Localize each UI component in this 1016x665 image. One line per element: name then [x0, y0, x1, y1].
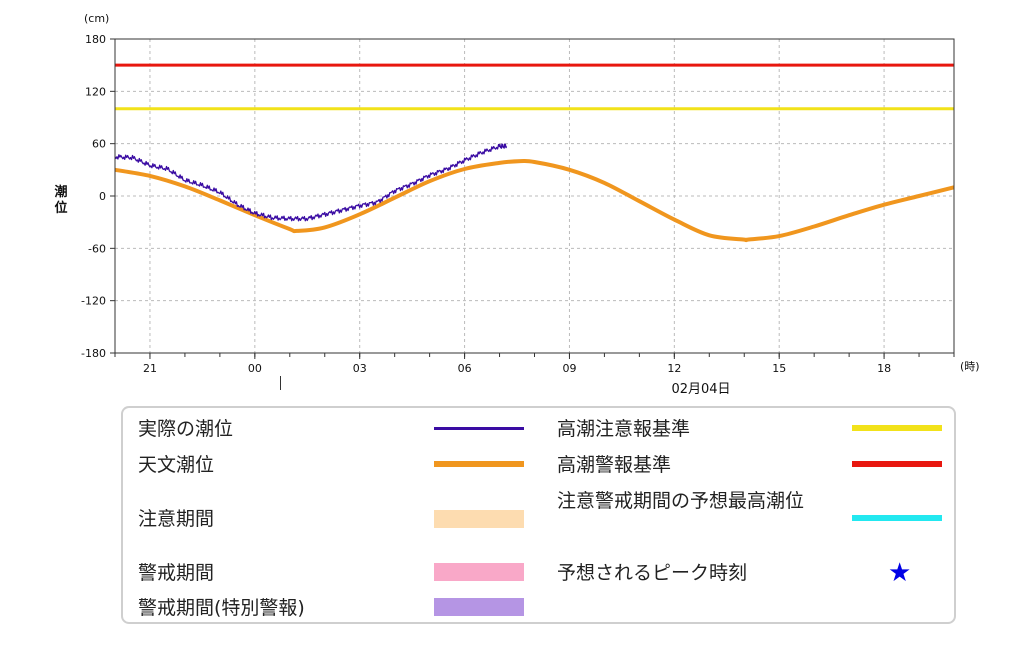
- x-tick-label: 03: [353, 362, 367, 375]
- y-tick-label: 60: [92, 138, 106, 151]
- legend-label-warning-period: 警戒期間: [138, 562, 215, 584]
- legend-swatch-storm-surge-warning: [852, 461, 942, 467]
- x-tick-label: 00: [248, 362, 262, 375]
- x-tick-label: 15: [772, 362, 786, 375]
- tide-chart: 180 120 60 0 -60 -120 -180 21 00 03 06 09 12 15 18 (c…: [54, 12, 980, 397]
- plot-frame: [114, 38, 955, 354]
- legend-label-peak-time: 予想されるピーク時刻: [557, 562, 748, 584]
- x-tick-label: 21: [143, 362, 157, 375]
- legend-label-storm-surge-advisory: 高潮注意報基準: [557, 418, 691, 440]
- y-tick-label: 180: [85, 33, 106, 46]
- y-tick-label: -180: [81, 347, 106, 360]
- astronomical-tide-line: [114, 158, 955, 243]
- legend-label-actual-tide: 実際の潮位: [138, 418, 234, 440]
- data-series: [114, 143, 955, 243]
- y-tick-label: 0: [99, 190, 106, 203]
- legend-swatch-actual-tide: [434, 427, 524, 430]
- gridlines: [115, 39, 954, 353]
- legend-swatch-astronomical-tide: [434, 461, 524, 467]
- y-tick-label: 120: [85, 85, 106, 98]
- legend-swatch-caution-period: [434, 510, 524, 528]
- legend-label-caution-period: 注意期間: [138, 508, 215, 530]
- legend-label-special-warning-period: 警戒期間(特別警報): [138, 597, 305, 619]
- x-tick-label: 09: [562, 362, 576, 375]
- y-unit-label: (cm): [84, 12, 109, 25]
- y-axis-ticks: 180 120 60 0 -60 -120 -180: [81, 33, 115, 360]
- x-tick-label: 06: [458, 362, 472, 375]
- legend-label-storm-surge-warning: 高潮警報基準: [557, 454, 672, 476]
- legend-label-astronomical-tide: 天文潮位: [138, 454, 215, 476]
- legend-swatch-special-warning-period: [434, 598, 524, 616]
- legend: 実際の潮位 天文潮位 注意期間 警戒期間 警戒期間(特別警報) 高潮注意報基準 …: [121, 406, 956, 624]
- date-label: 02月04日: [671, 382, 730, 397]
- y-axis-label: 潮位: [54, 184, 67, 216]
- y-tick-label: -60: [88, 242, 106, 255]
- y-tick-label: -120: [81, 295, 106, 308]
- x-unit-label: (時): [960, 360, 980, 373]
- legend-swatch-forecast-max-tide: [852, 515, 942, 521]
- legend-swatch-storm-surge-advisory: [852, 425, 942, 431]
- legend-label-forecast-max-tide: 注意警戒期間の予想最高潮位: [557, 490, 805, 512]
- x-axis-ticks: 21 00 03 06 09 12 15 18: [114, 353, 955, 375]
- actual-tide-line: [114, 143, 508, 222]
- star-icon: ★: [888, 558, 912, 588]
- x-tick-label: 18: [877, 362, 891, 375]
- legend-swatch-warning-period: [434, 563, 524, 581]
- x-tick-label: 12: [667, 362, 681, 375]
- reference-lines: [115, 63, 954, 111]
